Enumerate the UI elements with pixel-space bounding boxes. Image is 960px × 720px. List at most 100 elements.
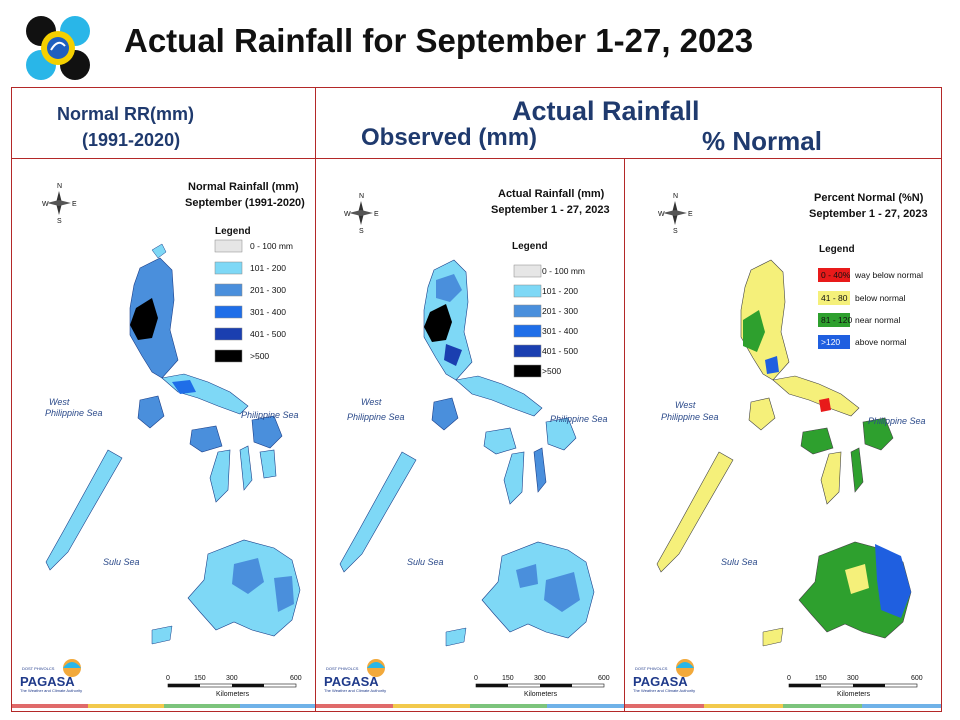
svg-text:near normal: near normal [855, 315, 900, 325]
svg-text:The Weather and Climate Author: The Weather and Climate Authority [633, 688, 695, 693]
svg-text:81 - 120: 81 - 120 [821, 315, 852, 325]
philippine-sea-label: Philippine Sea [241, 410, 299, 420]
actual-rainfall-map: N W E S Actual Rainfall (mm) September 1… [324, 188, 610, 698]
map-title-1: Actual Rainfall (mm) [498, 188, 605, 200]
footer-strip [704, 704, 783, 708]
svg-text:Philippine Sea: Philippine Sea [45, 408, 103, 418]
percent-normal-map-panel: N W E S Percent Normal (%N) September 1 … [625, 160, 941, 700]
pagasa-brand-icon: DOST PHIVOLCS PAGASA The Weather and Cli… [324, 659, 386, 693]
legend: 0 - 100 mm 101 - 200 201 - 300 301 - 400… [513, 264, 585, 378]
svg-text:W: W [344, 211, 351, 218]
svg-text:301 - 400: 301 - 400 [542, 326, 578, 336]
svg-text:S: S [57, 218, 62, 225]
normal-rainfall-map-panel: N W E S Normal Rainfall (mm) September (… [12, 160, 315, 700]
compass-icon: N W E S [344, 193, 379, 235]
svg-text:0: 0 [787, 675, 791, 682]
svg-text:150: 150 [194, 675, 206, 682]
svg-text:W: W [42, 201, 49, 208]
svg-text:DOST PHIVOLCS: DOST PHIVOLCS [326, 666, 359, 671]
content-frame [11, 87, 942, 712]
svg-text:0 - 100 mm: 0 - 100 mm [542, 266, 585, 276]
svg-text:300: 300 [226, 675, 238, 682]
pagasa-brand-icon: DOST PHIVOLCS PAGASA The Weather and Cli… [633, 659, 695, 693]
svg-text:>500: >500 [250, 351, 269, 361]
philippines-map [339, 259, 595, 647]
svg-text:0 - 100 mm: 0 - 100 mm [250, 241, 293, 251]
header-divider [11, 158, 942, 159]
actual-rainfall-label: Actual Rainfall [512, 96, 700, 126]
column-divider-1 [315, 87, 316, 712]
map-title-2: September (1991-2020) [185, 197, 305, 209]
svg-text:201 - 300: 201 - 300 [542, 306, 578, 316]
svg-text:below normal: below normal [855, 293, 906, 303]
footer-strip [470, 704, 547, 708]
footer-strip [12, 704, 88, 708]
svg-text:way below normal: way below normal [854, 270, 923, 280]
footer-strip [240, 704, 315, 708]
svg-text:>500: >500 [542, 366, 561, 376]
svg-text:E: E [72, 201, 77, 208]
svg-text:W: W [658, 211, 665, 218]
percent-normal-map: N W E S Percent Normal (%N) September 1 … [633, 192, 928, 698]
normal-period-label: (1991-2020) [82, 130, 181, 150]
scale-bar: 0 150 300 600 Kilometers [474, 675, 610, 698]
svg-text:Kilometers: Kilometers [216, 691, 250, 698]
pagasa-logo-icon [24, 14, 92, 82]
map-title-1: Percent Normal (%N) [814, 192, 924, 204]
svg-text:401 - 500: 401 - 500 [250, 329, 286, 339]
svg-text:600: 600 [911, 675, 923, 682]
sulu-sea-label: Sulu Sea [103, 557, 140, 567]
svg-text:The Weather and Climate Author: The Weather and Climate Authority [20, 688, 82, 693]
footer-strip [316, 704, 393, 708]
legend: 0 - 40% way below normal 41 - 80 below n… [818, 268, 923, 349]
svg-text:Kilometers: Kilometers [524, 691, 558, 698]
percent-normal-label: % Normal [702, 126, 822, 156]
sulu-sea-label: Sulu Sea [721, 557, 758, 567]
svg-text:0: 0 [474, 675, 478, 682]
compass-icon: N W E S [658, 193, 693, 235]
actual-rainfall-map-panel: N W E S Actual Rainfall (mm) September 1… [316, 160, 624, 700]
svg-text:PAGASA: PAGASA [324, 674, 379, 689]
svg-text:301 - 400: 301 - 400 [250, 307, 286, 317]
map-title-2: September 1 - 27, 2023 [809, 208, 928, 220]
svg-text:above normal: above normal [855, 337, 907, 347]
svg-text:PAGASA: PAGASA [633, 674, 688, 689]
svg-text:0: 0 [166, 675, 170, 682]
svg-text:E: E [688, 211, 693, 218]
svg-text:Philippine Sea: Philippine Sea [661, 412, 719, 422]
legend-title: Legend [512, 241, 548, 252]
svg-text:600: 600 [290, 675, 302, 682]
svg-text:DOST PHIVOLCS: DOST PHIVOLCS [22, 666, 55, 671]
svg-text:600: 600 [598, 675, 610, 682]
svg-text:S: S [673, 228, 678, 235]
svg-text:>120: >120 [821, 337, 840, 347]
svg-text:PAGASA: PAGASA [20, 674, 75, 689]
column-divider-2 [624, 158, 625, 712]
svg-text:101 - 200: 101 - 200 [250, 263, 286, 273]
svg-text:401 - 500: 401 - 500 [542, 346, 578, 356]
footer-strip [547, 704, 624, 708]
svg-text:Kilometers: Kilometers [837, 691, 871, 698]
scale-bar: 0 150 300 600 Kilometers [787, 675, 923, 698]
svg-text:300: 300 [847, 675, 859, 682]
svg-text:0 - 40%: 0 - 40% [821, 270, 851, 280]
legend-title: Legend [215, 226, 251, 237]
svg-text:150: 150 [815, 675, 827, 682]
legend: 0 - 100 mm 101 - 200 201 - 300 301 - 400… [214, 239, 293, 363]
philippines-map [656, 259, 912, 647]
normal-rainfall-map: N W E S Normal Rainfall (mm) September (… [20, 181, 305, 698]
svg-text:N: N [359, 193, 364, 200]
legend-title: Legend [819, 244, 855, 255]
west-philippine-sea-label: West [675, 400, 696, 410]
pagasa-brand-icon: DOST PHIVOLCS PAGASA The Weather and Cli… [20, 659, 82, 693]
west-philippine-sea-label: West [49, 397, 70, 407]
svg-text:N: N [57, 183, 62, 190]
svg-text:Philippine Sea: Philippine Sea [347, 412, 405, 422]
map-title-1: Normal Rainfall (mm) [188, 181, 299, 193]
observed-label: Observed (mm) [361, 124, 538, 151]
svg-text:DOST PHIVOLCS: DOST PHIVOLCS [635, 666, 668, 671]
svg-text:150: 150 [502, 675, 514, 682]
philippines-map [45, 243, 301, 645]
footer-strip [625, 704, 704, 708]
svg-text:E: E [374, 211, 379, 218]
